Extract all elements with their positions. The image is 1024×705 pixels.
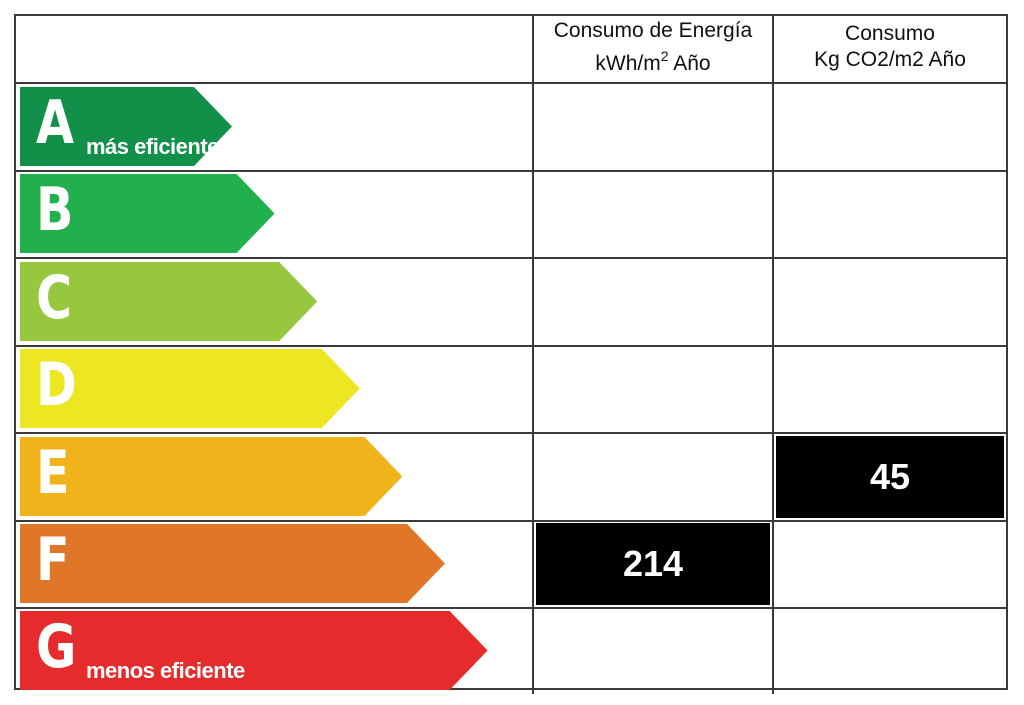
energy-unit: kWh/m bbox=[595, 52, 661, 75]
emissions-cell-b bbox=[772, 171, 1006, 258]
energy-value: 214 bbox=[536, 523, 770, 605]
band-letter: C bbox=[36, 262, 73, 333]
emissions-column-title: Consumo Kg CO2/m2 Año bbox=[774, 21, 1006, 73]
band-letter: F bbox=[36, 525, 70, 595]
band-letter: B bbox=[36, 175, 74, 246]
band-row-b: B bbox=[16, 171, 1006, 260]
band-arrow-shape bbox=[20, 87, 232, 166]
band-arrow-shape bbox=[20, 349, 360, 429]
header-energy-cell: Consumo de Energía kWh/m2 Año bbox=[532, 16, 772, 82]
emissions-title-line1: Consumo bbox=[845, 22, 935, 45]
band-letter: D bbox=[36, 350, 77, 421]
emissions-cell-c bbox=[772, 258, 1006, 345]
energy-cell-b bbox=[532, 171, 772, 258]
band-arrow-shape bbox=[20, 611, 488, 691]
band-letter: E bbox=[36, 437, 70, 508]
band-letter: A bbox=[36, 88, 75, 158]
energy-unit-year: Año bbox=[668, 52, 711, 75]
band-arrow-f bbox=[20, 524, 445, 603]
energy-cell-c bbox=[532, 258, 772, 345]
emissions-cell-a bbox=[772, 84, 1006, 170]
band-row-c: C bbox=[16, 258, 1006, 347]
band-arrow-cell: F bbox=[16, 521, 532, 607]
emissions-title-line2: Kg CO2/m2 Año bbox=[814, 48, 966, 71]
emissions-cell-e: 45 bbox=[772, 433, 1006, 520]
energy-cell-a bbox=[532, 84, 772, 170]
energy-cell-e bbox=[532, 433, 772, 520]
header-row: Consumo de Energía kWh/m2 Año Consumo Kg… bbox=[16, 16, 1006, 84]
band-arrow-e bbox=[20, 436, 403, 516]
energy-cell-f: 214 bbox=[532, 521, 772, 607]
band-arrow-cell: B bbox=[16, 171, 532, 257]
band-arrow-cell: C bbox=[16, 259, 532, 345]
band-arrow-shape bbox=[20, 524, 445, 603]
band-arrow-g bbox=[20, 611, 488, 691]
emissions-cell-f bbox=[772, 521, 1006, 607]
band-arrow-cell: D bbox=[16, 346, 532, 432]
energy-title-line1: Consumo de Energía bbox=[553, 19, 753, 42]
band-arrow-a bbox=[20, 87, 232, 166]
emissions-cell-d bbox=[772, 346, 1006, 433]
energy-title-line2: kWh/m2 Año bbox=[534, 44, 772, 77]
header-blank-cell bbox=[16, 16, 532, 82]
emissions-cell-g bbox=[772, 608, 1006, 695]
band-arrow-cell: E bbox=[16, 434, 532, 520]
band-note: menos eficiente bbox=[86, 658, 245, 684]
band-arrow-shape bbox=[20, 436, 403, 516]
emissions-value: 45 bbox=[776, 435, 1004, 518]
band-row-d: D bbox=[16, 346, 1006, 435]
energy-column-title: Consumo de Energía kWh/m2 Año bbox=[534, 18, 772, 77]
energy-cell-g bbox=[532, 608, 772, 695]
band-row-e: E 45 bbox=[16, 433, 1006, 522]
band-arrow-b bbox=[20, 174, 275, 254]
band-arrow-shape bbox=[20, 261, 318, 341]
band-note: más eficiente bbox=[86, 134, 219, 159]
energy-unit-exponent: 2 bbox=[660, 48, 669, 64]
header-emissions-cell: Consumo Kg CO2/m2 Año bbox=[772, 16, 1006, 82]
band-letter: G bbox=[36, 612, 77, 683]
band-arrow-d bbox=[20, 349, 360, 429]
band-arrow-shape bbox=[20, 174, 275, 254]
band-row-f: F 214 bbox=[16, 521, 1006, 609]
energy-certificate-label: Consumo de Energía kWh/m2 Año Consumo Kg… bbox=[14, 14, 1008, 695]
band-arrow-c bbox=[20, 261, 318, 341]
energy-cell-d bbox=[532, 346, 772, 433]
